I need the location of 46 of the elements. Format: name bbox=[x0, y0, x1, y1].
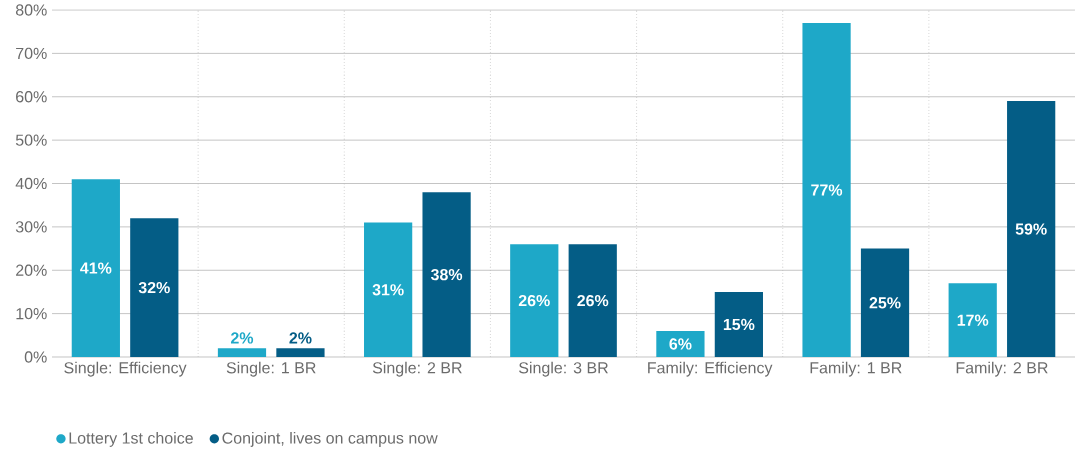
data-label: 15% bbox=[723, 318, 755, 331]
bar bbox=[71, 179, 120, 357]
data-label: 26% bbox=[518, 294, 550, 307]
y-tick-label: 50% bbox=[15, 134, 47, 146]
data-label: 38% bbox=[430, 268, 463, 281]
bar bbox=[510, 244, 559, 357]
bar bbox=[656, 330, 705, 357]
bar bbox=[860, 248, 910, 357]
data-label: 26% bbox=[577, 294, 609, 307]
y-tick-label: 30% bbox=[15, 221, 47, 233]
bar bbox=[276, 348, 325, 357]
data-label: 25% bbox=[869, 297, 901, 309]
data-label: 17% bbox=[957, 314, 989, 326]
data-label: 2% bbox=[230, 332, 254, 344]
bar bbox=[948, 283, 997, 357]
x-tick-label: Family: 1 BR bbox=[810, 361, 902, 377]
bar bbox=[130, 218, 179, 357]
bar bbox=[364, 222, 413, 357]
bar bbox=[714, 291, 763, 357]
x-tick-label: Single: 1 BR bbox=[226, 361, 316, 377]
y-tick-label: 40% bbox=[15, 177, 47, 190]
legend-label: Conjoint, lives on campus now bbox=[222, 432, 438, 447]
bar bbox=[1007, 101, 1056, 357]
y-tick-label: 0% bbox=[24, 351, 47, 363]
data-label: 32% bbox=[138, 281, 170, 294]
legend-label: Lottery 1st choice bbox=[69, 432, 193, 447]
x-tick-label: Family: 2 BR bbox=[956, 361, 1048, 377]
y-tick-label: 80% bbox=[15, 4, 47, 16]
bar bbox=[802, 23, 851, 357]
data-label: 77% bbox=[811, 184, 843, 196]
y-tick-label: 20% bbox=[16, 264, 47, 276]
x-tick-label: Family: Efficiency bbox=[648, 361, 773, 377]
data-label: 41% bbox=[80, 262, 112, 274]
y-tick-label: 60% bbox=[16, 91, 47, 103]
y-tick-label: 10% bbox=[16, 307, 47, 320]
x-tick-label: Single: 3 BR bbox=[519, 361, 608, 377]
data-label: 59% bbox=[1015, 223, 1047, 235]
bar bbox=[422, 192, 471, 357]
data-label: 6% bbox=[669, 338, 692, 350]
bar bbox=[568, 244, 617, 357]
y-tick-label: 70% bbox=[16, 47, 47, 60]
x-tick-label: Single: 2 BR bbox=[372, 361, 462, 377]
data-label: 31% bbox=[372, 284, 404, 296]
x-tick-label: Single: Efficiency bbox=[64, 361, 187, 377]
bar bbox=[217, 348, 267, 357]
data-label: 2% bbox=[289, 332, 312, 344]
